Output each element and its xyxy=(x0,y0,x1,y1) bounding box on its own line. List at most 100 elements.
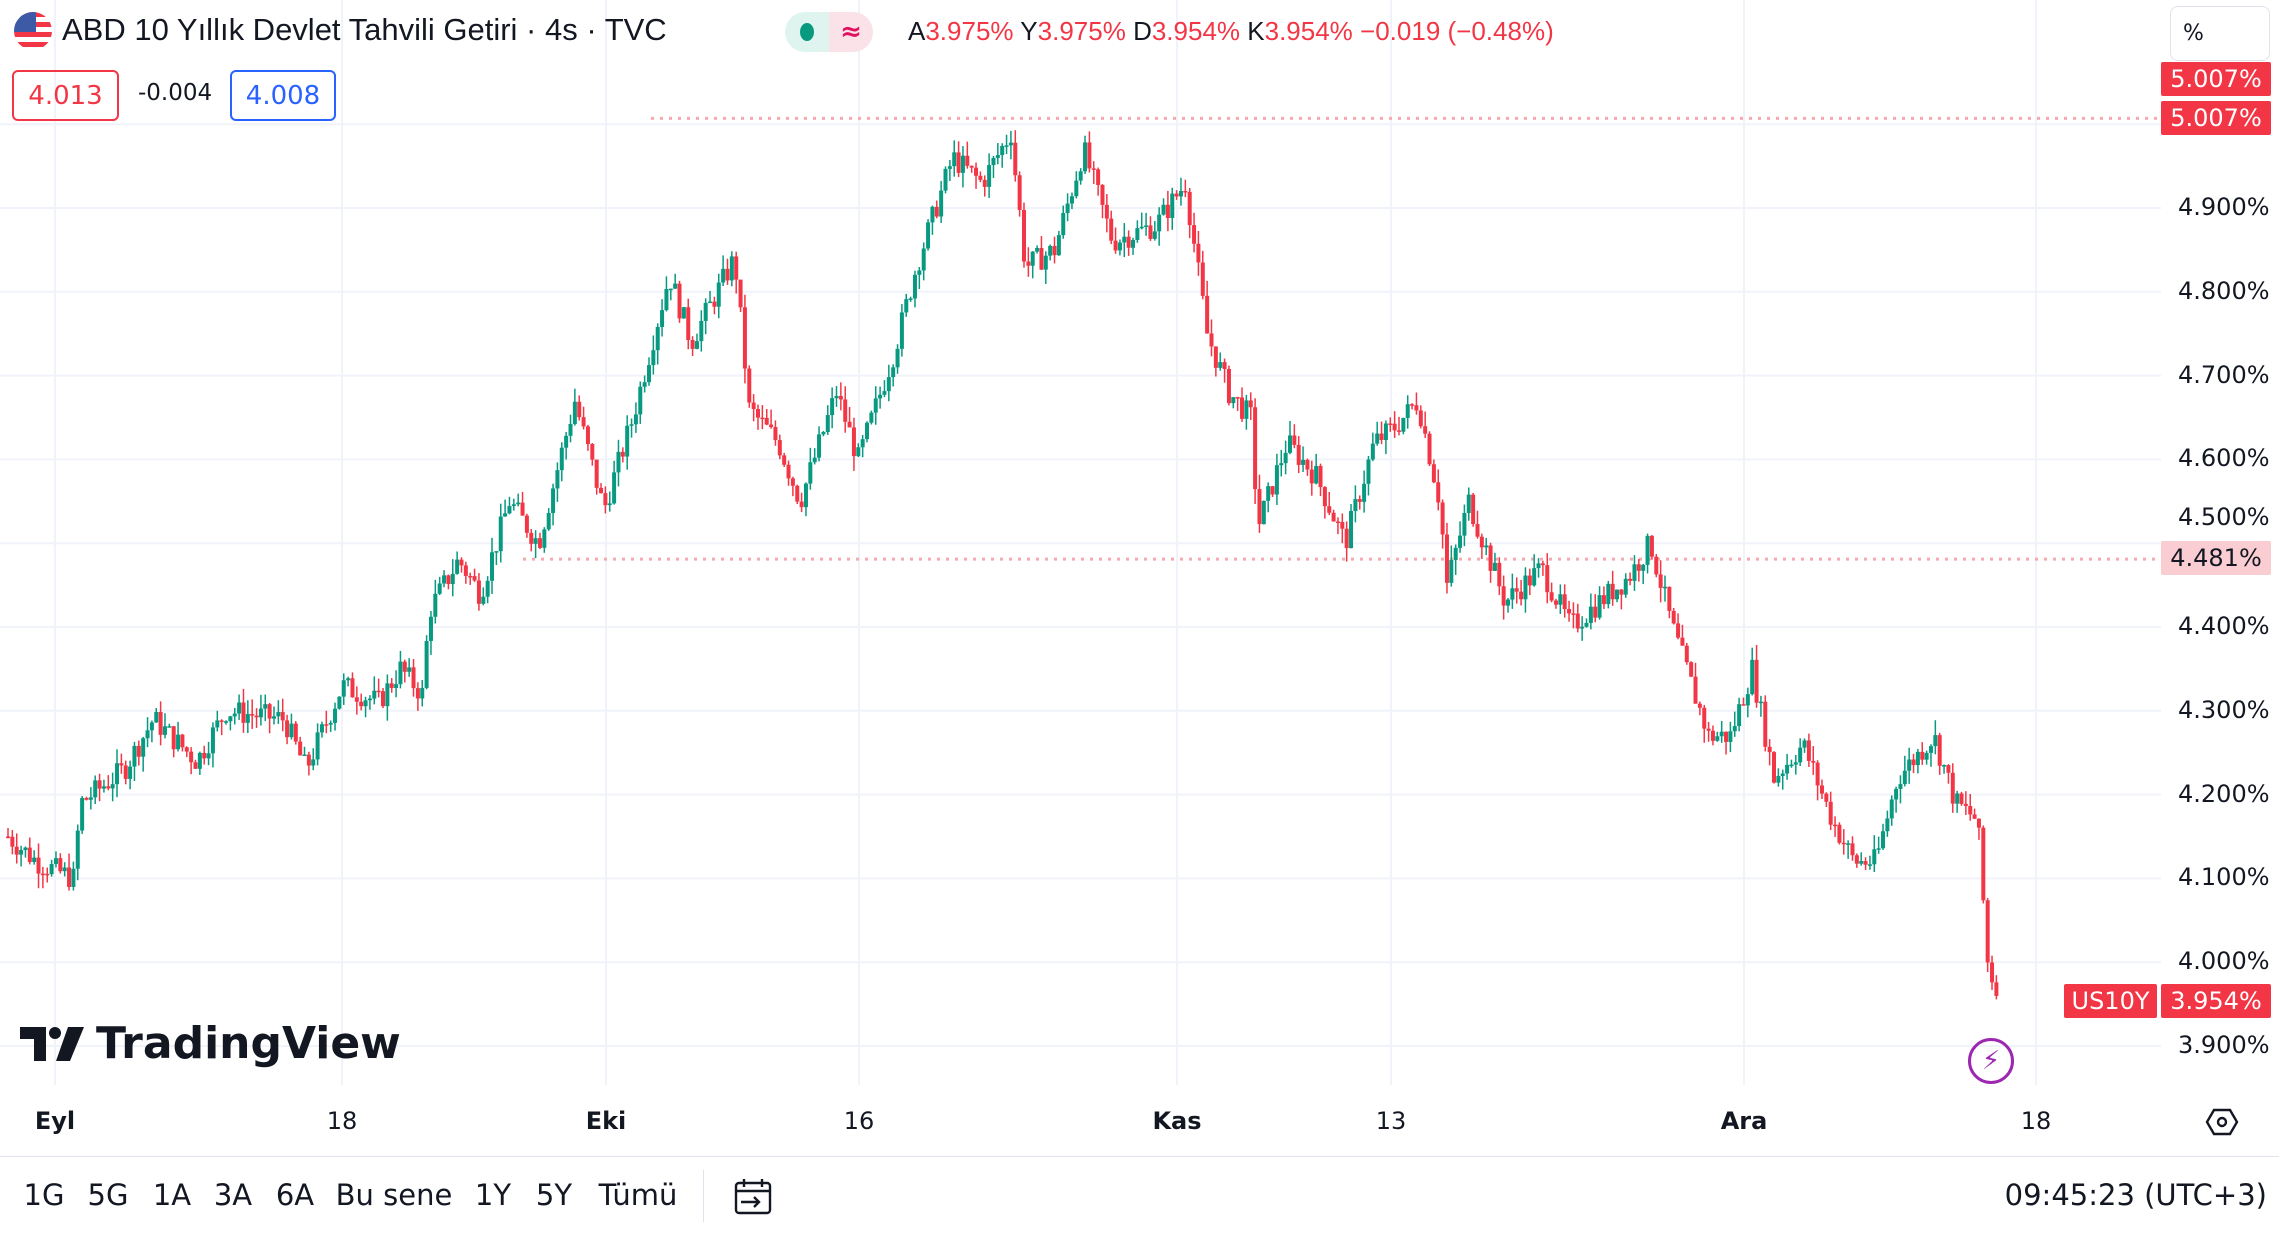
market-open-icon[interactable] xyxy=(785,12,829,52)
candle-body xyxy=(660,310,665,327)
candle-body xyxy=(36,857,41,874)
candle-body xyxy=(1196,243,1201,263)
chart-settings-icon[interactable] xyxy=(2205,1108,2239,1140)
candle-body xyxy=(53,858,58,865)
candle-body xyxy=(1911,759,1916,766)
candle-body xyxy=(498,516,503,552)
candle-body xyxy=(1183,191,1188,193)
lightning-icon[interactable]: ⚡ xyxy=(1968,1038,2014,1084)
range-button[interactable]: 6A xyxy=(275,1178,315,1212)
price-tick: 4.100% xyxy=(2178,863,2270,892)
candle-body xyxy=(555,470,560,489)
candle-body xyxy=(516,502,521,505)
logo-text: TradingView xyxy=(96,1018,401,1069)
candle-body xyxy=(1793,762,1798,765)
candle-body xyxy=(1309,469,1314,484)
high-value: 3.975% xyxy=(1037,16,1126,46)
range-button[interactable]: 3A xyxy=(213,1178,253,1212)
candle-body xyxy=(293,723,298,742)
range-button[interactable]: 5Y xyxy=(535,1178,573,1212)
candle-body xyxy=(402,661,407,672)
range-button[interactable]: 5G xyxy=(87,1178,129,1212)
candle-body xyxy=(1649,535,1654,557)
range-button[interactable]: Tümü xyxy=(598,1178,678,1212)
candle-body xyxy=(1253,407,1258,490)
candle-body xyxy=(285,720,290,738)
candle-body xyxy=(738,279,743,308)
price-chart[interactable] xyxy=(0,0,2279,1156)
low-value: 3.954% xyxy=(1151,16,1241,46)
candle-body xyxy=(1174,193,1179,197)
candle-body xyxy=(1872,849,1877,865)
candle-body xyxy=(1266,486,1271,501)
candle-body xyxy=(1231,397,1236,404)
candle-body xyxy=(1466,494,1471,514)
range-button[interactable]: 1Y xyxy=(474,1178,512,1212)
range-button[interactable]: 1G xyxy=(23,1178,65,1212)
candle-body xyxy=(712,301,717,307)
candle-body xyxy=(1187,191,1192,226)
price-tick: 4.700% xyxy=(2178,360,2270,389)
candle-body xyxy=(1654,556,1659,575)
candle-body xyxy=(1287,435,1292,453)
price-tick: 4.600% xyxy=(2178,444,2270,473)
candle-body xyxy=(162,726,167,735)
candle-body xyxy=(851,427,856,457)
candle-body xyxy=(1536,563,1541,569)
high-line-label: 5.007% xyxy=(2161,101,2271,135)
candle-body xyxy=(1257,489,1262,525)
candle-body xyxy=(215,720,220,728)
candle-body xyxy=(1758,701,1763,704)
candle-body xyxy=(1226,368,1231,404)
range-button[interactable]: 1A xyxy=(152,1178,192,1212)
candle-body xyxy=(468,575,473,578)
candle-body xyxy=(1043,255,1048,270)
candle-body xyxy=(1597,595,1602,618)
candle-body xyxy=(790,478,795,486)
candle-body xyxy=(1545,565,1550,593)
candle-body xyxy=(1833,824,1838,827)
range-button[interactable]: Bu sene xyxy=(335,1178,453,1212)
candle-body xyxy=(1706,728,1711,731)
candle-body xyxy=(1362,483,1367,502)
time-tick: Ara xyxy=(1720,1107,1768,1135)
clock[interactable]: 09:45:23 (UTC+3) xyxy=(2004,1178,2267,1212)
candle-body xyxy=(258,708,263,718)
candle-body xyxy=(75,830,80,869)
candle-body xyxy=(1662,586,1667,589)
candle-body xyxy=(1209,333,1214,347)
candle-body xyxy=(328,722,333,725)
candle-body xyxy=(1915,751,1920,766)
symbol-title[interactable]: ABD 10 Yıllık Devlet Tahvili Getiri · 4s… xyxy=(62,12,667,47)
candle-body xyxy=(1558,594,1563,605)
candle-body xyxy=(952,152,957,167)
candle-body xyxy=(1305,459,1310,470)
candle-body xyxy=(1754,659,1759,703)
candle-body xyxy=(398,661,403,685)
approx-icon[interactable]: ≈ xyxy=(829,12,873,52)
candle-body xyxy=(97,780,102,789)
tradingview-logo[interactable]: TradingView xyxy=(20,1018,401,1069)
candle-body xyxy=(803,483,808,508)
buy-button[interactable]: 4.008 xyxy=(230,70,336,121)
close-value: 3.954% xyxy=(1264,16,1353,46)
candle-body xyxy=(381,691,386,707)
candle-body xyxy=(1514,588,1519,592)
candle-body xyxy=(1375,433,1380,444)
last-price-label: 3.954% xyxy=(2161,984,2271,1018)
candle-body xyxy=(1296,444,1301,465)
candle-body xyxy=(1126,236,1131,248)
candle-body xyxy=(1379,433,1384,440)
candle-body xyxy=(1632,564,1637,581)
candle-body xyxy=(428,616,433,641)
unit-selector[interactable]: % xyxy=(2170,6,2270,61)
candle-body xyxy=(612,472,617,504)
candle-body xyxy=(1972,814,1977,819)
candle-body xyxy=(110,784,115,789)
candle-body xyxy=(978,175,983,180)
sell-button[interactable]: 4.013 xyxy=(12,70,119,121)
status-pills[interactable]: ≈ xyxy=(785,12,873,52)
price-tick: 4.200% xyxy=(2178,779,2270,808)
goto-date-icon[interactable] xyxy=(733,1176,775,1222)
candle-body xyxy=(756,409,761,418)
